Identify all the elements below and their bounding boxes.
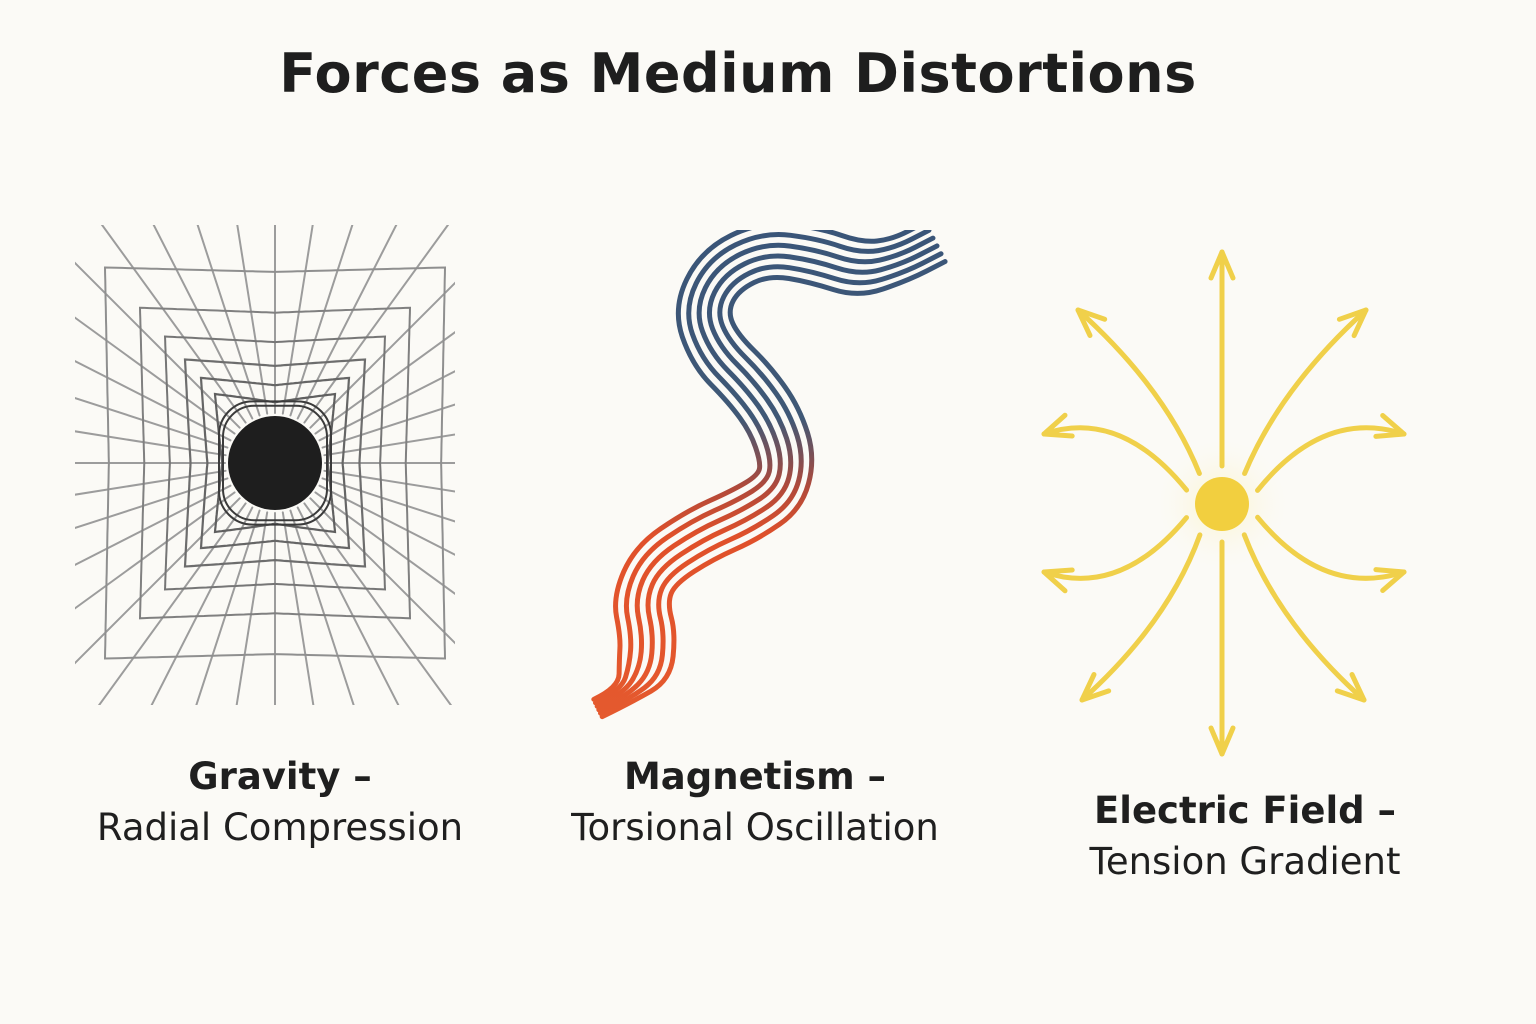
arrowhead-icon [1075,307,1108,338]
electric-caption: Electric Field – Tension Gradient [1000,792,1490,880]
arrowhead-icon [1208,249,1236,281]
grid-spoke [75,484,232,567]
electric-field-illustration [1041,249,1407,757]
arrowhead-icon [1334,672,1367,703]
field-arrow [1041,515,1189,581]
grid-spoke [75,497,241,665]
grid-spoke [195,509,261,705]
charge-dot-icon [1195,477,1249,531]
grid-spoke [100,225,247,424]
grid-ring [199,376,351,550]
grid-spoke [281,225,314,415]
grid-spoke [75,261,241,429]
field-arrow [1075,307,1202,476]
arrowhead-icon [1336,307,1369,339]
gravity-label: Gravity – [188,755,372,798]
arrowhead-icon [1041,567,1075,594]
grid-spoke [303,225,450,424]
ribbon-strand [599,259,948,720]
diagram-title: Forces as Medium Distortions [279,42,1197,105]
grid-ring [183,358,367,568]
grid-spoke [150,506,254,705]
grid-spoke [289,225,354,417]
grid-spoke [152,225,254,420]
grid-ring-inner [222,404,328,522]
grid-spoke [289,509,355,705]
gravity-grid-illustration [75,225,455,705]
grid-spoke [235,511,269,705]
grid-ring [138,306,412,620]
ribbon-strand [596,243,940,713]
magnetism-label: Magnetism – [623,755,887,798]
grid-spoke [309,281,455,429]
electric-description: Tension Gradient [1089,840,1401,883]
grid-spoke [318,484,455,556]
grid-spoke [318,370,455,442]
grid-ring [163,335,387,591]
arrowhead-icon [1373,413,1407,439]
grid-spoke [309,497,455,645]
ribbon-strand [598,251,944,716]
magnetism-description: Torsional Oscillation [571,806,939,849]
grid-ring-inner [218,400,332,526]
grid-spoke [75,491,236,610]
grid-spoke [323,433,455,457]
gravity-description: Radial Compression [96,806,464,849]
field-arrow [1241,532,1367,703]
arrowhead-icon [1373,567,1407,593]
grid-spoke [75,469,227,496]
gravity-caption: Gravity – Radial Compression [40,758,520,846]
grid-spoke [281,511,315,705]
grid-spoke [303,502,453,705]
grid-spoke [314,330,455,435]
magnetism-ribbon-illustration [591,230,948,720]
electric-label: Electric Field – [1093,789,1397,832]
ribbon-strand [591,230,916,702]
grid-spoke [296,225,398,420]
field-arrow [1079,532,1203,703]
arrowhead-icon [1079,672,1112,703]
arrowhead-icon [1208,725,1236,757]
field-arrow [1255,514,1407,581]
arrowhead-icon [1041,412,1075,439]
grid-spoke [296,506,400,705]
field-arrow [1242,307,1369,476]
grid-spoke [97,502,247,705]
magnetism-caption: Magnetism – Torsional Oscillation [530,758,980,846]
grid-spoke [314,491,455,596]
grid-spoke [321,477,455,523]
grid-spoke [236,225,269,415]
grid-spoke [323,469,455,493]
field-arrow [1255,425,1407,493]
grid-spoke [321,403,455,449]
ribbon-strand [592,230,932,706]
field-arrow [1041,425,1190,493]
grid-spoke [75,430,227,457]
mass-dot-icon [228,416,322,510]
ribbon-strand [594,235,936,709]
grid-ring [103,266,447,660]
grid-spoke [75,359,232,442]
grid-spoke [75,316,236,435]
grid-spoke [196,225,261,417]
